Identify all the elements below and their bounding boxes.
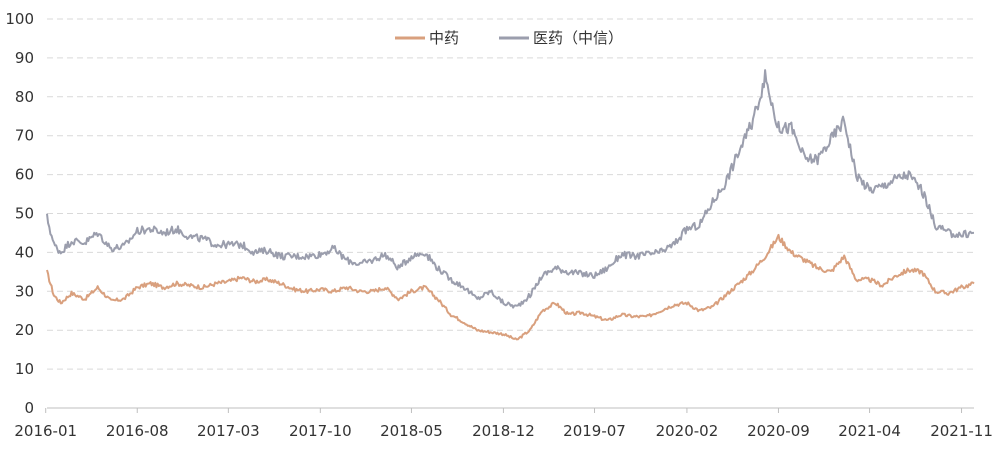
y-tick-label: 100 — [5, 10, 34, 28]
x-tick-label: 2016-08 — [106, 422, 169, 440]
legend-label: 医药（中信） — [533, 29, 623, 47]
y-axis: 0 10 20 30 40 50 60 70 80 90 100 — [5, 10, 34, 417]
x-axis: 2016-01 2016-08 2017-03 2017-10 2018-05 2018-… — [14, 407, 993, 440]
y-tick-label: 60 — [15, 166, 34, 184]
x-tick-label: 2021-04 — [838, 422, 901, 440]
x-tick-label: 2017-03 — [197, 422, 260, 440]
y-tick-label: 10 — [15, 360, 34, 378]
series-line-0 — [46, 233, 975, 341]
y-tick-label: 70 — [15, 127, 34, 145]
y-tick-label: 0 — [24, 399, 34, 417]
x-tick-label: 2021-11 — [930, 422, 993, 440]
x-tick-label: 2020-02 — [656, 422, 719, 440]
legend-label: 中药 — [429, 29, 459, 47]
y-tick-label: 80 — [15, 88, 34, 106]
x-tick-label: 2018-05 — [380, 422, 443, 440]
x-tick-label: 2018-12 — [472, 422, 535, 440]
y-tick-label: 20 — [15, 321, 34, 339]
y-tick-label: 50 — [15, 205, 34, 223]
y-tick-label: 90 — [15, 49, 34, 67]
gridlines — [47, 18, 974, 370]
y-tick-label: 30 — [15, 282, 34, 300]
x-tick-label: 2019-07 — [563, 422, 626, 440]
x-tick-label: 2016-01 — [14, 422, 77, 440]
legend: 中药 医药（中信） — [395, 29, 623, 47]
series-lines — [46, 69, 975, 341]
x-tick-label: 2017-10 — [289, 422, 352, 440]
series-line-1 — [46, 69, 974, 309]
y-tick-label: 40 — [15, 243, 34, 261]
x-tick-label: 2020-09 — [747, 422, 810, 440]
